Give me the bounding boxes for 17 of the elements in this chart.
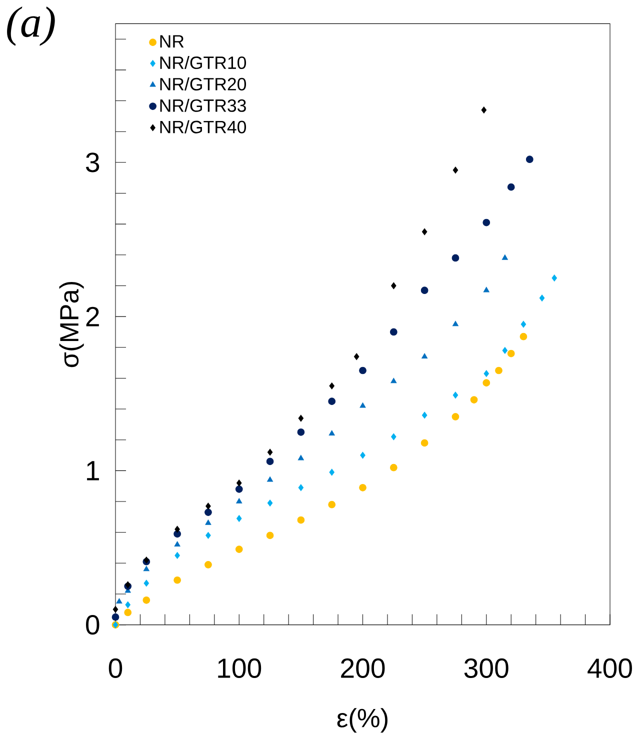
x-tick-label: 200 xyxy=(340,658,384,678)
chart-title: (a) xyxy=(6,6,55,46)
y-tick-label: 3 xyxy=(86,152,99,172)
legend-label: NR/GTR33 xyxy=(160,98,246,112)
x-tick-label: 100 xyxy=(218,658,261,678)
x-axis-title: ε(%) xyxy=(337,708,388,733)
y-axis-title: σ(MPa) xyxy=(59,282,84,368)
legend-label: NR/GTR10 xyxy=(160,56,246,70)
x-tick-label: 0 xyxy=(108,658,122,678)
legend-label: NR/GTR40 xyxy=(160,120,246,134)
legend-label: NR/GTR20 xyxy=(160,77,246,90)
y-tick-label: 0 xyxy=(86,615,100,635)
y-tick-label: 2 xyxy=(86,306,99,326)
x-tick-label: 400 xyxy=(587,658,632,678)
x-tick-label: 300 xyxy=(464,658,508,678)
legend-label: NR xyxy=(160,35,184,48)
y-tick-label: 1 xyxy=(86,461,99,480)
